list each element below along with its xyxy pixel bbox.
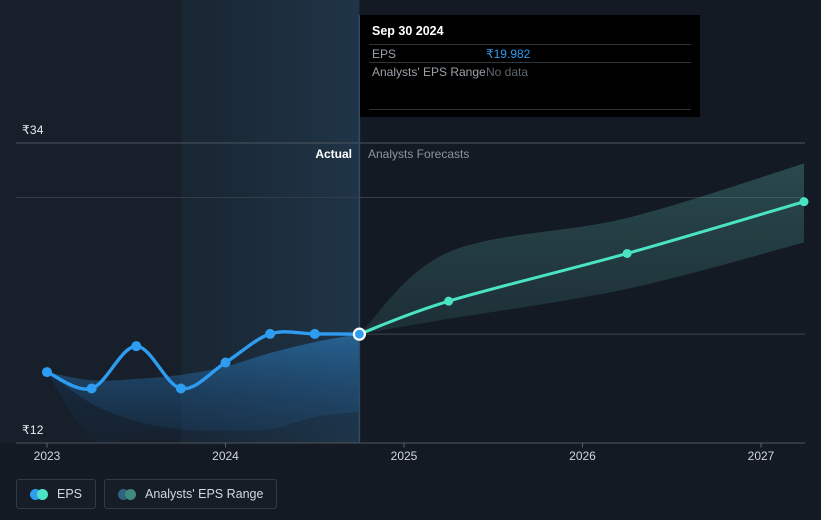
x-axis-label: 2026 <box>569 449 596 463</box>
legend-eps-label: EPS <box>57 487 83 501</box>
tooltip-range-value: No data <box>486 64 529 79</box>
y-axis-min-label: ₹12 <box>22 423 44 437</box>
chart-legend: EPS Analysts' EPS Range <box>16 479 278 509</box>
tooltip-row-range: Analysts' EPS Range No data <box>360 63 700 80</box>
tooltip-eps-label: EPS <box>372 46 397 61</box>
tooltip-range-label: Analysts' EPS Range <box>372 64 486 79</box>
tooltip-divider <box>369 44 691 45</box>
legend-range-label: Analysts' EPS Range <box>145 487 264 501</box>
x-axis-label: 2024 <box>212 449 239 463</box>
legend-toggle-analysts-range[interactable]: Analysts' EPS Range <box>104 479 278 509</box>
legend-toggle-eps[interactable]: EPS <box>16 479 97 509</box>
tooltip-date: Sep 30 2024 <box>372 24 444 38</box>
analysts-range-series-icon <box>118 488 137 500</box>
y-axis-max-label: ₹34 <box>22 123 44 137</box>
tooltip-row-eps: EPS ₹19.982 <box>360 45 700 62</box>
tooltip-divider <box>369 109 691 110</box>
chart-plot-area[interactable] <box>0 0 821 470</box>
tooltip-eps-value: ₹19.982 <box>486 46 531 61</box>
hover-tooltip: Sep 30 2024 EPS ₹19.982 Analysts' EPS Ra… <box>360 15 700 117</box>
zone-label-forecasts: Analysts Forecasts <box>368 147 470 161</box>
x-axis-label: 2027 <box>747 449 775 463</box>
eps-series-icon <box>30 488 48 500</box>
x-axis-label: 2025 <box>390 449 418 463</box>
x-axis-label: 2023 <box>33 449 61 463</box>
zone-label-actual: Actual <box>315 147 352 161</box>
tooltip-divider <box>369 62 691 63</box>
